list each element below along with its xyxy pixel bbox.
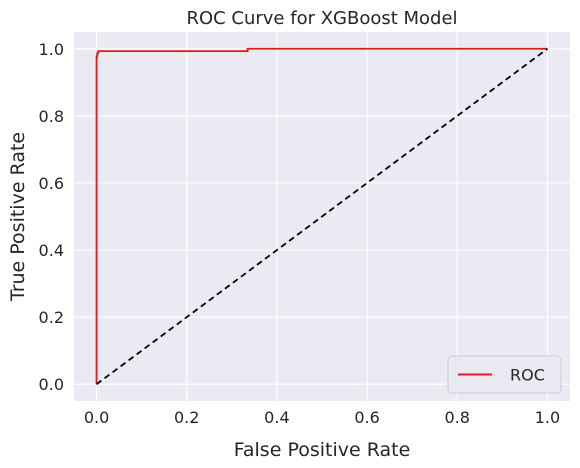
x-tick-label: 0.0 bbox=[84, 408, 109, 427]
legend-box bbox=[447, 355, 562, 394]
y-tick-label: 0.2 bbox=[39, 308, 64, 327]
y-tick-label: 0.4 bbox=[39, 241, 64, 260]
x-tick-label: 0.6 bbox=[354, 408, 379, 427]
y-tick-label: 1.0 bbox=[39, 40, 64, 59]
diagonal-reference-line bbox=[96, 48, 548, 385]
tick-labels: 0.0 0.2 0.4 0.6 0.8 1.0 0.0 0.2 0.4 0.6 0.8 1.0 bbox=[39, 40, 561, 427]
y-axis-title: True Positive Rate bbox=[7, 132, 29, 302]
x-axis-title: False Positive Rate bbox=[234, 439, 411, 461]
x-tick-label: 0.8 bbox=[445, 408, 470, 427]
y-tick-label: 0.6 bbox=[39, 174, 64, 193]
y-tick-label: 0.0 bbox=[39, 375, 64, 394]
x-tick-label: 0.2 bbox=[174, 408, 199, 427]
legend-label-roc: ROC bbox=[510, 366, 545, 385]
chart-title: ROC Curve for XGBoost Model bbox=[186, 8, 457, 29]
grid-lines bbox=[74, 32, 570, 401]
roc-curve-line bbox=[95, 47, 548, 385]
legend: ROC bbox=[447, 355, 562, 394]
y-tick-label: 0.8 bbox=[39, 107, 64, 126]
x-tick-label: 0.4 bbox=[264, 408, 289, 427]
x-tick-label: 1.0 bbox=[535, 408, 560, 427]
series-layer bbox=[95, 47, 548, 385]
